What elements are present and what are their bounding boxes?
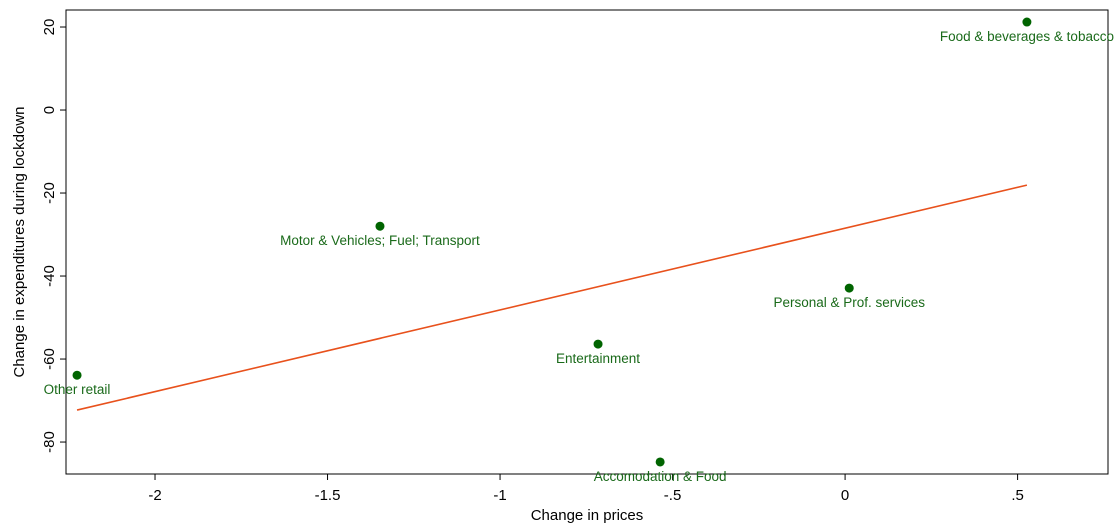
y-tick-label: 0 [41, 106, 58, 114]
x-tick-label: .5 [1011, 487, 1024, 504]
point-label: Motor & Vehicles; Fuel; Transport [280, 233, 480, 248]
x-tick-label: -1 [493, 487, 506, 504]
x-axis-title: Change in prices [531, 507, 644, 524]
x-tick-label: 0 [841, 487, 849, 504]
point [593, 339, 603, 349]
point-label: Entertainment [556, 351, 640, 366]
point [655, 457, 665, 467]
y-tick-label: -80 [41, 431, 58, 453]
point-label: Personal & Prof. services [773, 295, 925, 310]
y-tick-label: 20 [41, 19, 58, 36]
point-label: Accomodation & Food [594, 469, 727, 484]
y-tick-label: -40 [41, 265, 58, 287]
fit-line [76, 184, 1028, 411]
point [844, 283, 854, 293]
point-label: Food & beverages & tobacco [940, 29, 1114, 44]
x-tick-label: -.5 [664, 487, 682, 504]
point [1022, 17, 1032, 27]
y-tick-label: -20 [41, 182, 58, 204]
x-tick-label: -1.5 [315, 487, 341, 504]
point [72, 370, 82, 380]
y-tick-label: -60 [41, 348, 58, 370]
y-axis-title: Change in expenditures during lockdown [11, 106, 28, 377]
x-tick-label: -2 [148, 487, 161, 504]
point-label: Other retail [44, 382, 111, 397]
plot-frame [65, 9, 1109, 475]
point [375, 221, 385, 231]
